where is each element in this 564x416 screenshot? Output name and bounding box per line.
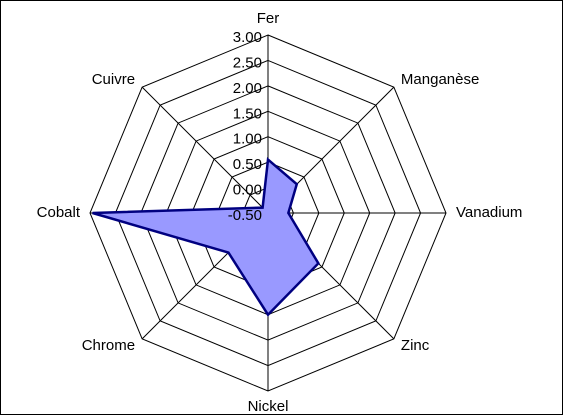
spoke (141, 86, 269, 214)
tick-label: -0.50 (228, 207, 262, 224)
tick-label: 2.50 (233, 54, 262, 71)
category-label: Nickel (248, 398, 289, 415)
category-label: Vanadium (456, 204, 522, 221)
tick-label: 2.00 (233, 80, 262, 97)
data-area (92, 157, 320, 317)
tick-label: 3.00 (233, 29, 262, 46)
tick-label: 0.00 (233, 182, 262, 199)
category-label: Zinc (401, 337, 430, 354)
tick-label: 0.50 (233, 156, 262, 173)
tick-label: 1.00 (233, 131, 262, 148)
category-label: Manganèse (401, 71, 479, 88)
category-label: Fer (257, 10, 280, 27)
category-label: Cuivre (92, 71, 135, 88)
tick-label: 1.50 (233, 105, 262, 122)
category-label: Cobalt (37, 204, 81, 221)
category-label: Chrome (82, 337, 135, 354)
